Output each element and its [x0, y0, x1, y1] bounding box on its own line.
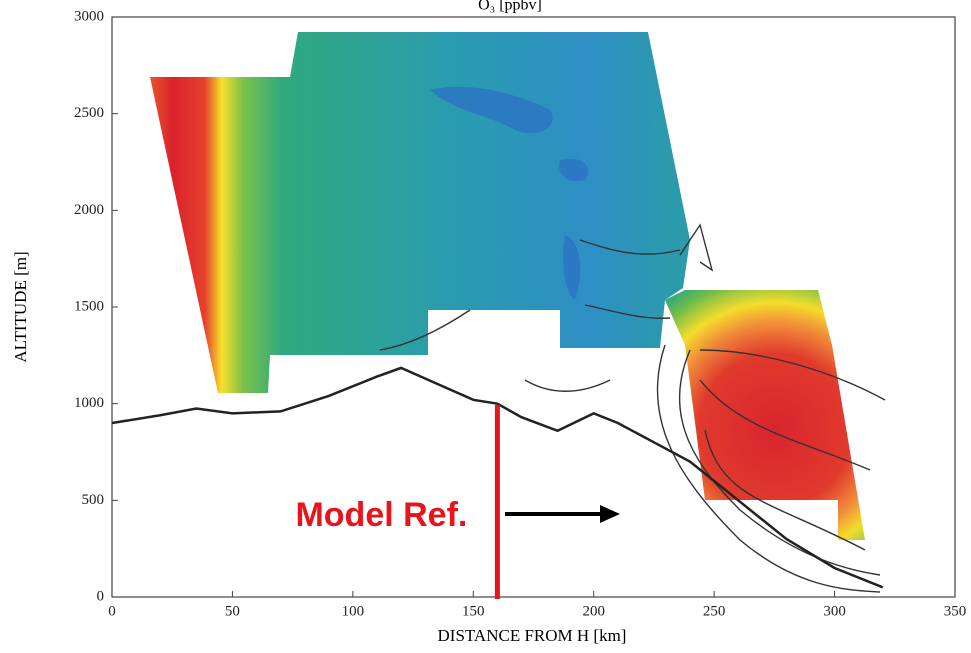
x-tick-label: 350: [944, 603, 967, 619]
x-tick-label: 250: [703, 603, 726, 619]
y-tick-label: 1500: [74, 298, 104, 314]
y-axis-label: ALTITUDE [m]: [11, 251, 30, 362]
y-tick-label: 3000: [74, 8, 104, 24]
y-tick-label: 2500: [74, 105, 104, 121]
y-tick-label: 2000: [74, 202, 104, 218]
x-tick-label: 150: [462, 603, 485, 619]
chart: O₃ [ppbv] ALTITUDE [m] DISTANCE FROM H […: [0, 0, 971, 648]
x-tick-label: 50: [225, 603, 240, 619]
contour-field: [150, 32, 885, 592]
y-tick-label: 500: [82, 492, 105, 508]
y-tick-label: 0: [97, 588, 105, 604]
chart-title: O₃ [ppbv]: [478, 0, 542, 14]
x-tick-label: 300: [823, 603, 846, 619]
y-tick-label: 1000: [74, 395, 104, 411]
x-tick-label: 100: [342, 603, 365, 619]
x-tick-label: 0: [108, 603, 116, 619]
reference-label: Model Ref.: [295, 496, 467, 534]
ref-arrowhead: [600, 505, 620, 523]
x-tick-label: 200: [582, 603, 605, 619]
x-axis-label: DISTANCE FROM H [km]: [438, 626, 627, 645]
contour-region: [150, 32, 690, 393]
